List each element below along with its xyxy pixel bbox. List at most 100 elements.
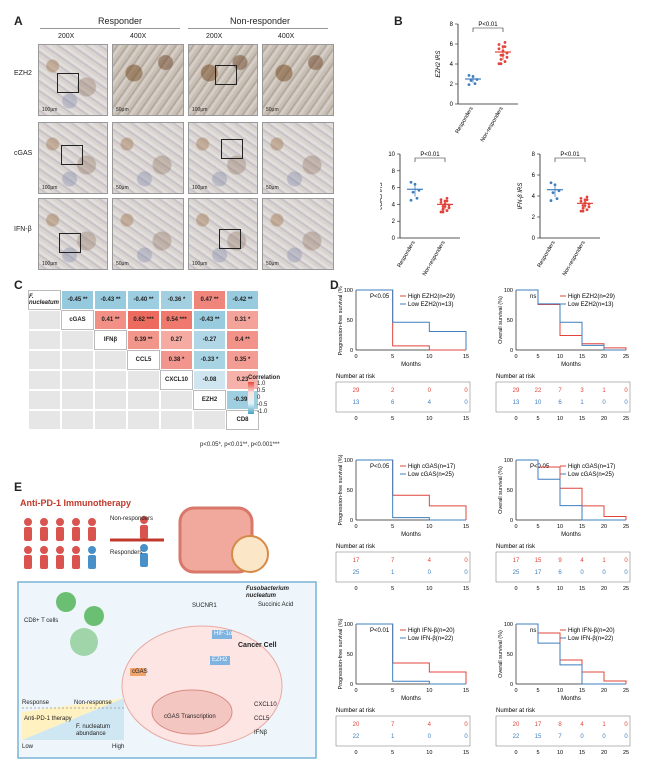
km-risk-xtick: 5 — [391, 416, 394, 422]
b-point — [409, 180, 413, 184]
panel-label-e: E — [14, 480, 23, 494]
e-ifnb-label: IFNβ — [254, 730, 268, 736]
km-risk-value: 7 — [391, 558, 395, 564]
km-risk-value: 7 — [558, 388, 562, 394]
km-risk-value: 4 — [580, 722, 584, 728]
tcell-icon — [84, 606, 104, 626]
km-ytick: 0 — [350, 518, 353, 524]
km-risk-value: 1 — [391, 734, 395, 740]
km-risk-xtick: 15 — [579, 416, 585, 422]
panel-label-c: C — [14, 278, 23, 292]
b-point — [501, 45, 505, 49]
km-xtick: 5 — [536, 354, 539, 360]
km-risk-title: Number at risk — [336, 374, 376, 380]
b-pvalue: P<0.01 — [420, 152, 440, 158]
km-curve — [516, 289, 626, 351]
km-xlabel: Months — [561, 362, 581, 368]
ihc-image: 100μm — [188, 44, 258, 116]
e-cxcl10-label: CXCL10 — [254, 702, 277, 708]
corr-value-cell: -0.08 — [193, 370, 226, 390]
corr-diag-label: CXCL10 — [160, 370, 193, 390]
b-point — [413, 182, 417, 186]
km-risk-title: Number at risk — [496, 708, 536, 714]
km-risk-box — [335, 381, 471, 413]
ihc-image: 100μm — [38, 198, 108, 270]
km-risk-xtick: 0 — [514, 586, 517, 592]
people-red — [24, 516, 148, 569]
km-risk-value: 0 — [624, 400, 628, 406]
km-risk-value: 0 — [464, 734, 468, 740]
km-risk-xtick: 15 — [579, 586, 585, 592]
b-point — [501, 49, 505, 53]
corr-scatter-cell — [61, 350, 94, 370]
km-risk-value: 3 — [580, 388, 584, 394]
ihc-image: 50μm — [112, 44, 184, 116]
km-ytick: 100 — [344, 458, 353, 464]
km-ytick: 50 — [347, 652, 353, 658]
corr-scatter-cell — [28, 390, 61, 410]
km-ytick: 0 — [350, 348, 353, 354]
km-risk-value: 15 — [535, 734, 542, 740]
b-bracket — [472, 27, 504, 32]
b-tick-label: 2 — [450, 82, 454, 88]
km-risk-value: 0 — [602, 400, 606, 406]
e-illustration — [17, 506, 317, 759]
km-risk-value: 1 — [602, 722, 606, 728]
km-xlabel: Months — [401, 532, 421, 538]
b-point — [585, 198, 589, 202]
corr-value-cell: 0.41 ** — [94, 310, 127, 330]
km-risk-value: 22 — [353, 734, 360, 740]
km-ytick: 100 — [344, 288, 353, 294]
km-risk-xtick: 5 — [536, 416, 539, 422]
km-xlabel: Months — [561, 532, 581, 538]
km-ytick: 100 — [504, 622, 513, 628]
km-pvalue: ns — [530, 294, 536, 300]
km-risk-xtick: 20 — [601, 586, 607, 592]
km-risk-value: 1 — [602, 558, 606, 564]
e-high-label: High — [112, 744, 125, 750]
km-pvalue: ns — [530, 628, 536, 634]
km-curve — [356, 289, 467, 350]
km-risk-box — [335, 551, 471, 583]
b-tick-label: 4 — [532, 194, 536, 200]
corr-diag-label: IFNβ — [94, 330, 127, 350]
km-legend-high: High cGAS(n=17) — [408, 464, 455, 470]
km-risk-value: 22 — [535, 388, 542, 394]
scale-label: 100μm — [192, 107, 208, 113]
b-point — [583, 201, 587, 205]
km-risk-value: 0 — [464, 722, 468, 728]
b-point — [579, 196, 583, 200]
corr-scatter-cell — [94, 350, 127, 370]
b-point — [441, 207, 445, 211]
b-tick-label: 8 — [450, 22, 454, 28]
b-point — [581, 209, 585, 213]
km-risk-value: 4 — [428, 722, 432, 728]
km-legend-high: High IFN-β(n=20) — [568, 628, 615, 634]
tcell-icon — [70, 628, 98, 656]
b-point — [409, 198, 413, 202]
km-legend-high: High cGAS(n=17) — [568, 464, 615, 470]
scale-label: 50μm — [266, 185, 279, 191]
km-risk-value: 8 — [558, 722, 562, 728]
b-point — [443, 205, 447, 208]
km-risk-xtick: 15 — [463, 586, 469, 592]
km-risk-value: 20 — [513, 722, 520, 728]
km-risk-box — [495, 381, 631, 413]
people-blue — [88, 544, 148, 569]
b-bracket — [414, 157, 446, 162]
km-curve — [516, 459, 626, 521]
km-xtick: 15 — [463, 354, 469, 360]
corr-scatter-cell — [193, 410, 226, 430]
corr-scatter-cell — [127, 390, 160, 410]
group-responder: Responder — [98, 16, 143, 26]
km-risk-value: 9 — [558, 558, 562, 564]
b-tick-label: 0 — [450, 102, 454, 108]
km-risk-value: 0 — [428, 570, 432, 576]
km-risk-value: 17 — [513, 558, 520, 564]
km-risk-value: 13 — [513, 400, 520, 406]
e-therapy-label: Anti-PD-1 therapy — [24, 716, 72, 722]
corr-scatter-cell — [61, 370, 94, 390]
b-point — [497, 62, 501, 66]
